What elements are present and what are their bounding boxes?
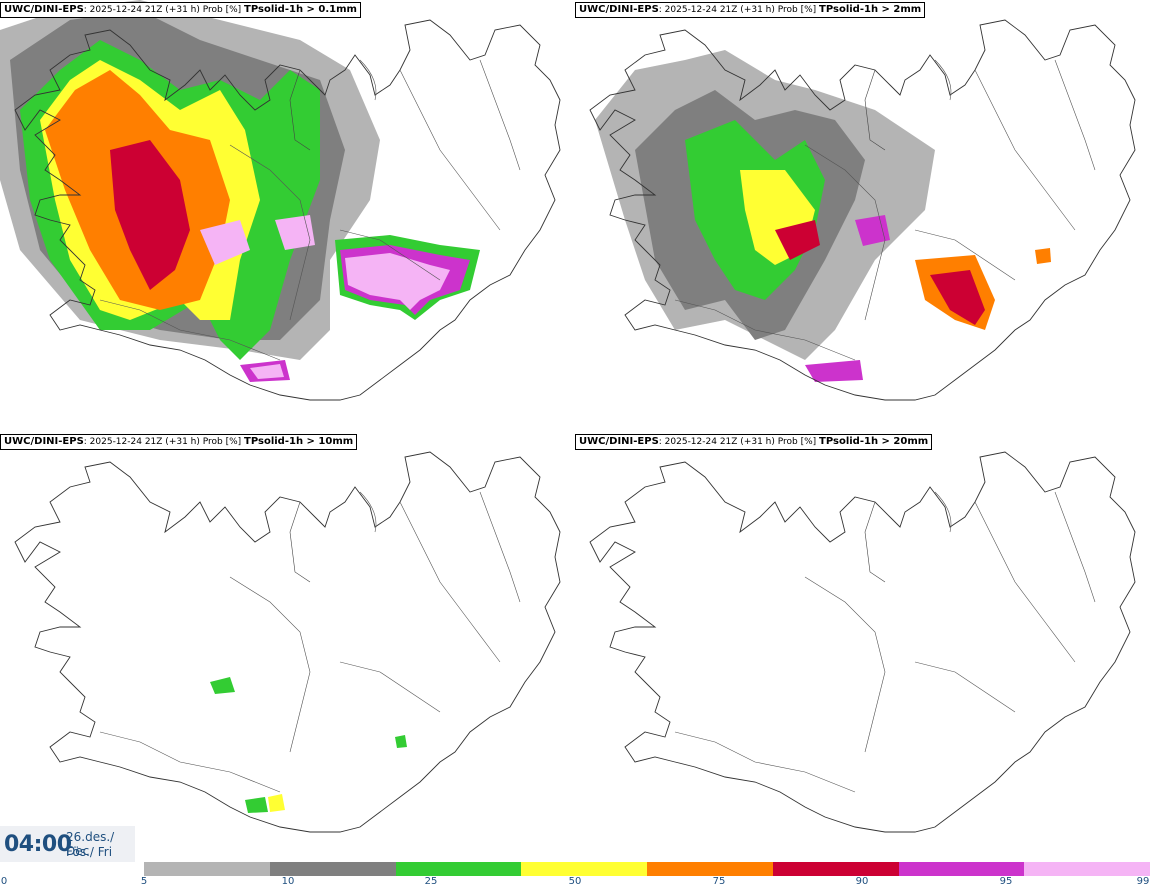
probability-map xyxy=(589,19,1136,401)
legend-tick-label: 75 xyxy=(712,876,726,887)
legend-tick-label: 0 xyxy=(0,876,8,887)
legend-tick-label: 99 xyxy=(1136,876,1150,887)
probability-map xyxy=(589,451,1136,833)
run-info: : 2025-12-24 21Z (+31 h) Prob [%] xyxy=(658,437,820,447)
model-name: UWC/DINI-EPS xyxy=(579,4,659,15)
legend-tick-label: 10 xyxy=(281,876,295,887)
run-info: : 2025-12-24 21Z (+31 h) Prob [%] xyxy=(83,5,245,15)
legend-ticks: 0 5 10 25 50 75 90 95 99 xyxy=(0,876,1150,891)
map-panel-0.1mm: UWC/DINI-EPS: 2025-12-24 21Z (+31 h) Pro… xyxy=(0,0,575,432)
model-name: UWC/DINI-EPS xyxy=(4,4,84,15)
legend-swatch xyxy=(898,862,1025,876)
legend-swatch xyxy=(269,862,396,876)
run-info: : 2025-12-24 21Z (+31 h) Prob [%] xyxy=(83,437,245,447)
run-info: : 2025-12-24 21Z (+31 h) Prob [%] xyxy=(658,5,820,15)
valid-time: 04:00 xyxy=(4,832,72,857)
panel-title: UWC/DINI-EPS: 2025-12-24 21Z (+31 h) Pro… xyxy=(0,434,358,450)
legend-swatch xyxy=(1024,862,1150,876)
product-name: TPsolid-1h > 10mm xyxy=(244,436,354,447)
probability-map xyxy=(0,0,561,401)
probability-map xyxy=(14,451,561,833)
legend-swatch xyxy=(521,862,647,876)
legend-tick-label: 95 xyxy=(999,876,1013,887)
model-name: UWC/DINI-EPS xyxy=(579,436,659,447)
legend-tick-label: 50 xyxy=(568,876,582,887)
panel-title: UWC/DINI-EPS: 2025-12-24 21Z (+31 h) Pro… xyxy=(0,2,361,18)
valid-date: 26.des./ Dec xyxy=(66,830,115,858)
valid-day: Fös./ Fri xyxy=(66,845,113,859)
color-legend xyxy=(144,862,1150,876)
valid-time-box: 04:00 26.des./ Dec Fös./ Fri xyxy=(0,826,135,862)
map-panel-2mm: UWC/DINI-EPS: 2025-12-24 21Z (+31 h) Pro… xyxy=(575,0,1150,432)
product-name: TPsolid-1h > 0.1mm xyxy=(244,4,357,15)
legend-swatch xyxy=(647,862,773,876)
map-panel-20mm: UWC/DINI-EPS: 2025-12-24 21Z (+31 h) Pro… xyxy=(575,432,1150,864)
map-panel-10mm: UWC/DINI-EPS: 2025-12-24 21Z (+31 h) Pro… xyxy=(0,432,575,864)
legend-swatch xyxy=(772,862,899,876)
legend-swatch xyxy=(395,862,522,876)
panel-title: UWC/DINI-EPS: 2025-12-24 21Z (+31 h) Pro… xyxy=(575,434,933,450)
legend-swatch xyxy=(144,862,270,876)
product-name: TPsolid-1h > 20mm xyxy=(819,436,929,447)
legend-tick-label: 25 xyxy=(424,876,438,887)
panel-title: UWC/DINI-EPS: 2025-12-24 21Z (+31 h) Pro… xyxy=(575,2,926,18)
model-name: UWC/DINI-EPS xyxy=(4,436,84,447)
product-name: TPsolid-1h > 2mm xyxy=(819,4,922,15)
legend-tick-label: 5 xyxy=(140,876,148,887)
legend-tick-label: 90 xyxy=(855,876,869,887)
